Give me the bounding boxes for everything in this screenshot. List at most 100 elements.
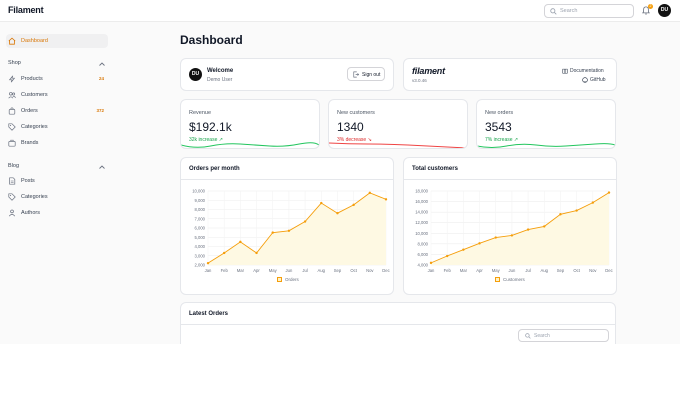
data-point	[478, 242, 481, 245]
github-icon	[582, 77, 588, 83]
sidebar-item-dashboard[interactable]: Dashboard	[6, 34, 108, 48]
chart-card-orders: Orders per month 2,000 3,000 4,000 5,000 6,0…	[180, 157, 394, 295]
series-line	[207, 192, 387, 264]
x-tick-label: Jul	[525, 268, 530, 273]
chevron-up-icon[interactable]	[99, 165, 105, 169]
stat-sparkline	[329, 142, 467, 148]
signout-button[interactable]: Sign out	[347, 67, 385, 81]
data-point	[303, 220, 307, 223]
sidebar-item-label: Brands	[21, 140, 39, 146]
sidebar-item-label: Authors	[21, 210, 40, 216]
series-area	[431, 192, 609, 265]
chart-card-customers: Total customers 4,000 6,000 8,000 10,000 12,…	[403, 157, 617, 295]
stat-value: 1340	[337, 120, 364, 134]
orders-search-input[interactable]: Search	[518, 329, 609, 342]
y-tick-label: 12,000	[415, 220, 428, 225]
data-point	[462, 248, 465, 251]
sidebar-item-authors[interactable]: Authors	[6, 206, 108, 220]
data-point	[510, 234, 514, 237]
x-tick-label: Aug	[541, 268, 549, 273]
y-tick-label: 9,000	[195, 198, 206, 203]
filament-info-card: filament v3.0.46 Documentation GitHub	[403, 58, 617, 91]
x-tick-label: Nov	[589, 268, 597, 273]
customers-chart: 4,000 6,000 8,000 10,000 12,000 14,000 16,000 1…	[415, 189, 613, 274]
divider	[404, 179, 616, 180]
data-point	[287, 229, 291, 232]
chart-legend[interactable]: Orders	[277, 277, 299, 283]
x-tick-label: Dec	[382, 268, 389, 273]
sidebar-item-posts[interactable]: Posts	[6, 174, 108, 188]
series-line	[430, 192, 610, 264]
x-tick-label: Feb	[221, 268, 229, 273]
stat-description: 7% increase ↗	[485, 137, 519, 143]
global-search-input[interactable]: Search	[544, 4, 634, 18]
x-tick-label: Feb	[444, 268, 452, 273]
sidebar-item-categories[interactable]: Categories	[6, 120, 108, 134]
y-tick-label: 6,000	[195, 226, 206, 231]
sidebar-item-label: Dashboard	[21, 38, 48, 44]
chart-legend[interactable]: Customers	[495, 277, 525, 283]
search-icon	[550, 8, 557, 15]
user-avatar[interactable]: DU	[658, 4, 671, 17]
avatar: DU	[189, 68, 202, 81]
stat-description: 3% decrease ↘	[337, 137, 372, 143]
trend-down-icon: ↘	[367, 137, 372, 143]
divider	[181, 179, 393, 180]
y-tick-label: 16,000	[415, 199, 428, 204]
data-point	[255, 251, 258, 255]
sidebar-group-shop[interactable]: Shop	[8, 60, 21, 66]
github-link[interactable]: GitHub	[590, 77, 606, 83]
sidebar-group-blog[interactable]: Blog	[8, 163, 20, 169]
users-icon	[8, 92, 16, 99]
sidebar-item-brands[interactable]: Brands	[6, 136, 108, 150]
data-point	[239, 240, 242, 244]
stat-card-new-orders: New orders 3543 7% increase ↗	[476, 99, 616, 149]
data-point	[222, 251, 226, 255]
welcome-card: DU Welcome Demo User Sign out	[180, 58, 394, 91]
x-tick-label: Jul	[302, 268, 307, 273]
welcome-username: Demo User	[207, 77, 233, 83]
y-tick-label: 6,000	[418, 252, 429, 257]
data-point	[352, 203, 355, 207]
stat-label: New customers	[337, 110, 375, 116]
trend-up-icon: ↗	[513, 137, 519, 143]
y-tick-label: 7,000	[195, 216, 206, 221]
sidebar: Dashboard Shop Products 24 Customers Ord…	[0, 22, 118, 344]
stat-sparkline	[181, 142, 319, 148]
sidebar-item-customers[interactable]: Customers	[6, 88, 108, 102]
search-icon	[525, 333, 531, 339]
sidebar-item-blog-categories[interactable]: Categories	[6, 190, 108, 204]
y-tick-label: 4,000	[418, 263, 429, 268]
brand-logo[interactable]: Filament	[8, 5, 44, 15]
data-point	[429, 261, 433, 265]
x-tick-label: Oct	[573, 268, 580, 273]
bell-icon[interactable]	[642, 6, 650, 15]
section-title: Latest Orders	[189, 311, 229, 317]
data-point	[445, 254, 449, 258]
y-tick-label: 8,000	[195, 207, 206, 212]
shopping-bag-icon	[8, 107, 16, 115]
stat-sparkline	[477, 143, 615, 148]
bolt-icon	[8, 75, 16, 83]
sidebar-item-orders[interactable]: Orders 372	[6, 104, 108, 118]
x-tick-label: Mar	[460, 268, 468, 273]
orders-search-placeholder: Search	[534, 333, 550, 339]
stat-label: Revenue	[189, 110, 212, 116]
data-point	[368, 191, 372, 195]
y-tick-label: 4,000	[195, 244, 206, 249]
topbar: Filament Search 2 DU	[0, 0, 680, 22]
chevron-up-icon[interactable]	[99, 62, 105, 66]
latest-orders-card: Latest Orders Search	[180, 302, 616, 344]
x-tick-label: Oct	[350, 268, 357, 273]
document-icon	[9, 177, 16, 185]
y-tick-label: 3,000	[195, 253, 206, 258]
data-point	[384, 198, 388, 201]
sidebar-item-products[interactable]: Products 24	[6, 72, 108, 86]
stat-label: New orders	[485, 110, 514, 116]
documentation-link[interactable]: Documentation	[570, 68, 604, 74]
filament-logo[interactable]: filament	[412, 66, 445, 76]
data-point	[607, 191, 611, 194]
sidebar-item-label: Customers	[21, 92, 48, 98]
x-tick-label: Sep	[557, 268, 565, 273]
global-search-placeholder: Search	[560, 8, 578, 14]
